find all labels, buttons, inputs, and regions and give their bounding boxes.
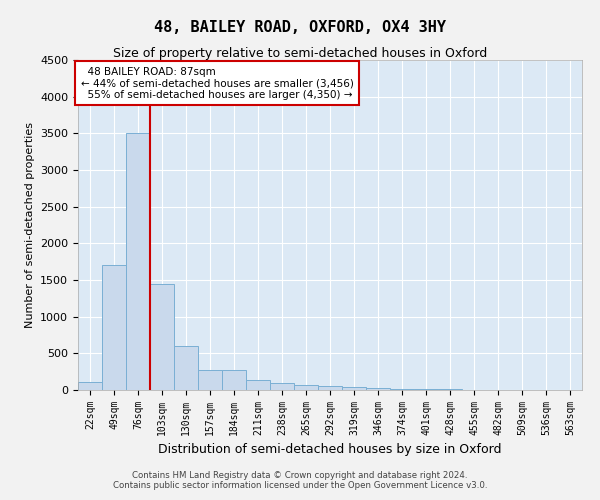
Bar	[294, 384, 318, 390]
Text: 48 BAILEY ROAD: 87sqm
← 44% of semi-detached houses are smaller (3,456)
  55% of: 48 BAILEY ROAD: 87sqm ← 44% of semi-deta…	[80, 66, 353, 100]
Bar	[78, 382, 102, 390]
Bar	[390, 389, 414, 390]
Bar	[270, 384, 294, 390]
Bar	[126, 134, 150, 390]
Y-axis label: Number of semi-detached properties: Number of semi-detached properties	[25, 122, 35, 328]
Text: 48, BAILEY ROAD, OXFORD, OX4 3HY: 48, BAILEY ROAD, OXFORD, OX4 3HY	[154, 20, 446, 35]
X-axis label: Distribution of semi-detached houses by size in Oxford: Distribution of semi-detached houses by …	[158, 444, 502, 456]
Bar	[198, 370, 222, 390]
Text: Contains HM Land Registry data © Crown copyright and database right 2024.
Contai: Contains HM Land Registry data © Crown c…	[113, 470, 487, 490]
Text: Size of property relative to semi-detached houses in Oxford: Size of property relative to semi-detach…	[113, 48, 487, 60]
Bar	[222, 370, 246, 390]
Bar	[342, 387, 366, 390]
Bar	[174, 346, 198, 390]
Bar	[246, 380, 270, 390]
Bar	[150, 284, 174, 390]
Bar	[102, 266, 126, 390]
Bar	[318, 386, 342, 390]
Bar	[366, 388, 390, 390]
